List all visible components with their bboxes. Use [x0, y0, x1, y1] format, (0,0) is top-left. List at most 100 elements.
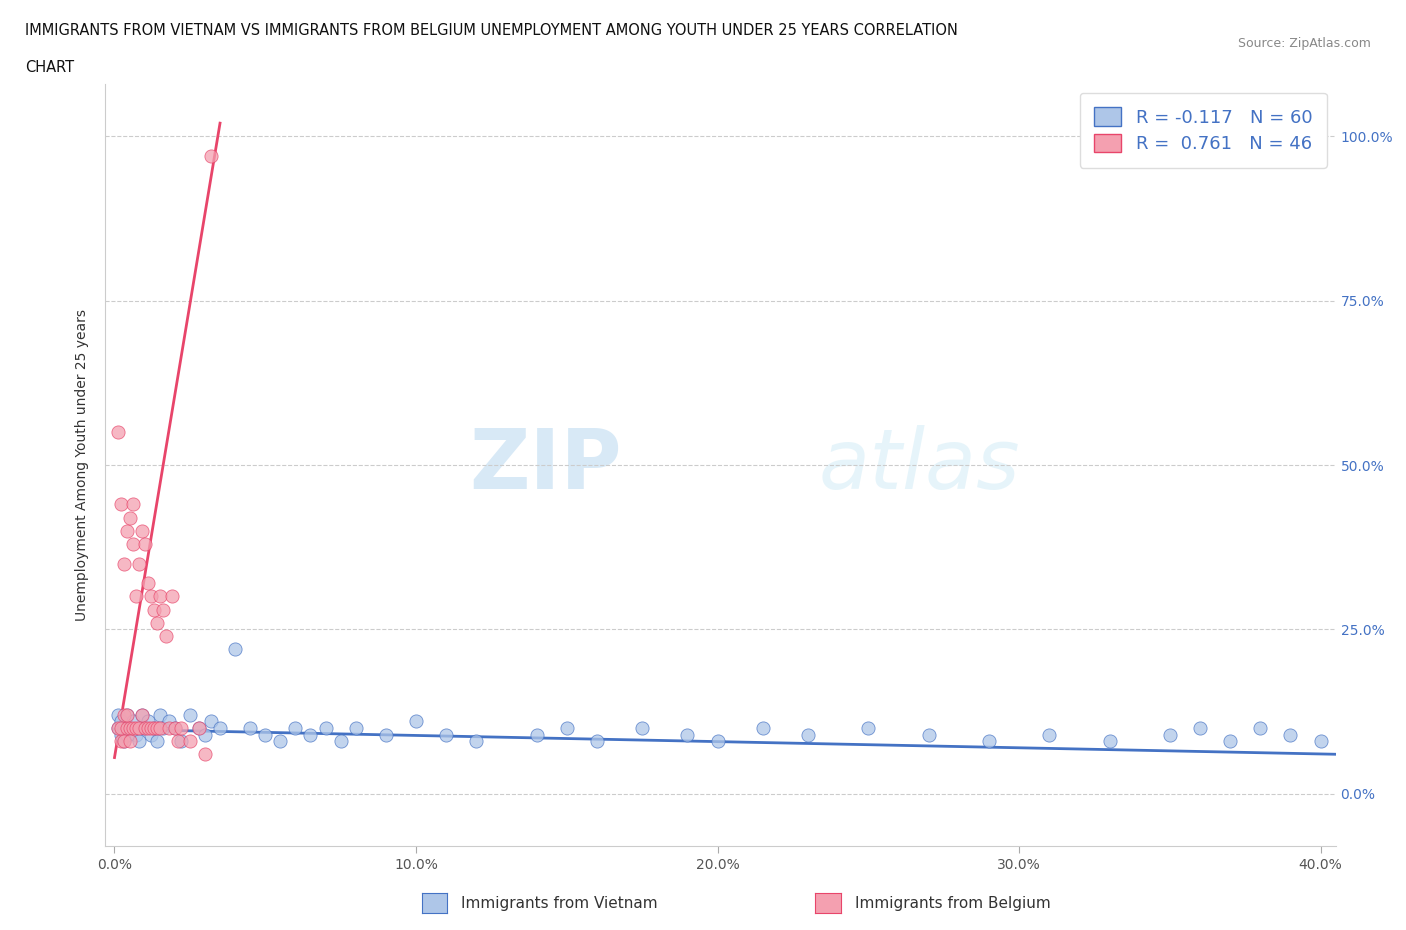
- Point: [1309, 734, 1331, 749]
- Point: [112, 734, 135, 749]
- Point: [110, 714, 132, 729]
- Point: [136, 714, 159, 729]
- Point: [124, 727, 146, 742]
- Point: [152, 603, 174, 618]
- Text: Source: ZipAtlas.com: Source: ZipAtlas.com: [1237, 37, 1371, 50]
- Point: [121, 721, 143, 736]
- Point: [179, 734, 201, 749]
- Point: [118, 734, 141, 749]
- Point: [170, 721, 193, 736]
- Point: [170, 734, 193, 749]
- Point: [110, 727, 132, 742]
- Point: [134, 537, 156, 551]
- Point: [107, 708, 129, 723]
- Point: [166, 734, 188, 749]
- Point: [465, 734, 488, 749]
- Point: [157, 714, 180, 729]
- Point: [121, 537, 143, 551]
- Point: [149, 708, 172, 723]
- Point: [118, 511, 141, 525]
- Legend: R = -0.117   N = 60, R =  0.761   N = 46: R = -0.117 N = 60, R = 0.761 N = 46: [1080, 93, 1327, 167]
- Point: [124, 589, 146, 604]
- Text: Immigrants from Belgium: Immigrants from Belgium: [855, 896, 1050, 910]
- Point: [115, 524, 138, 538]
- Point: [194, 747, 217, 762]
- Point: [676, 727, 699, 742]
- Point: [128, 721, 150, 736]
- Point: [152, 721, 174, 736]
- Point: [526, 727, 548, 742]
- Point: [145, 616, 167, 631]
- Point: [121, 497, 143, 512]
- Point: [797, 727, 820, 742]
- Point: [405, 714, 427, 729]
- Point: [107, 721, 129, 736]
- Point: [107, 425, 129, 440]
- Point: [112, 556, 135, 571]
- Text: ZIP: ZIP: [470, 424, 621, 506]
- Point: [131, 708, 153, 723]
- Point: [115, 721, 138, 736]
- Point: [131, 524, 153, 538]
- Point: [1188, 721, 1211, 736]
- Point: [163, 721, 186, 736]
- Y-axis label: Unemployment Among Youth under 25 years: Unemployment Among Youth under 25 years: [76, 309, 90, 621]
- Point: [139, 721, 162, 736]
- Point: [110, 721, 132, 736]
- Point: [858, 721, 880, 736]
- Text: CHART: CHART: [25, 60, 75, 75]
- Point: [118, 721, 141, 736]
- Point: [160, 589, 183, 604]
- Point: [155, 629, 177, 644]
- Point: [139, 727, 162, 742]
- Point: [200, 149, 222, 164]
- Point: [115, 708, 138, 723]
- Point: [1038, 727, 1060, 742]
- Point: [1249, 721, 1271, 736]
- Point: [145, 734, 167, 749]
- Point: [187, 721, 209, 736]
- Point: [1159, 727, 1181, 742]
- Point: [555, 721, 578, 736]
- Point: [112, 734, 135, 749]
- Point: [136, 576, 159, 591]
- Point: [142, 721, 165, 736]
- Point: [284, 721, 307, 736]
- Point: [112, 708, 135, 723]
- Point: [187, 721, 209, 736]
- Point: [128, 556, 150, 571]
- Point: [157, 721, 180, 736]
- Point: [118, 721, 141, 736]
- Point: [299, 727, 322, 742]
- Text: atlas: atlas: [818, 424, 1021, 506]
- Point: [115, 708, 138, 723]
- Point: [115, 727, 138, 742]
- Point: [131, 708, 153, 723]
- Point: [752, 721, 775, 736]
- Point: [254, 727, 277, 742]
- Point: [224, 642, 246, 657]
- Point: [149, 589, 172, 604]
- Point: [374, 727, 396, 742]
- Point: [434, 727, 457, 742]
- Point: [142, 603, 165, 618]
- Point: [139, 589, 162, 604]
- Text: IMMIGRANTS FROM VIETNAM VS IMMIGRANTS FROM BELGIUM UNEMPLOYMENT AMONG YOUTH UNDE: IMMIGRANTS FROM VIETNAM VS IMMIGRANTS FR…: [25, 23, 957, 38]
- Point: [631, 721, 654, 736]
- Point: [586, 734, 609, 749]
- Point: [124, 721, 146, 736]
- Point: [110, 497, 132, 512]
- Point: [121, 714, 143, 729]
- Point: [136, 721, 159, 736]
- Point: [1279, 727, 1302, 742]
- Point: [344, 721, 367, 736]
- Point: [977, 734, 1000, 749]
- Point: [145, 721, 167, 736]
- Point: [134, 721, 156, 736]
- Point: [200, 714, 222, 729]
- Point: [142, 721, 165, 736]
- Point: [917, 727, 939, 742]
- Point: [329, 734, 352, 749]
- Text: Immigrants from Vietnam: Immigrants from Vietnam: [461, 896, 658, 910]
- Point: [239, 721, 262, 736]
